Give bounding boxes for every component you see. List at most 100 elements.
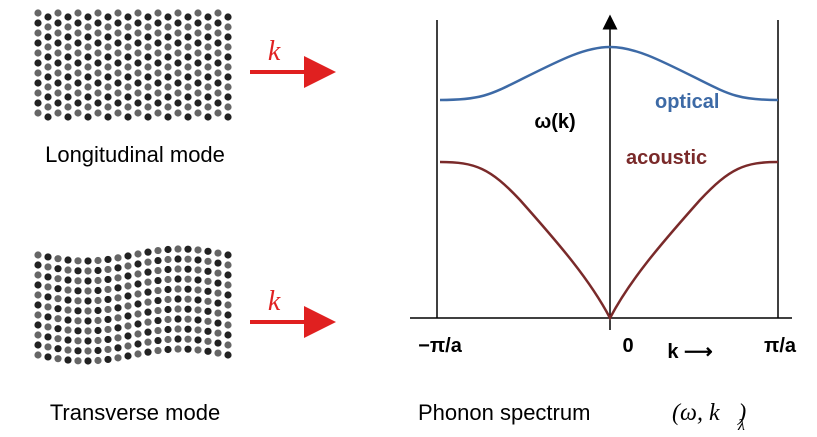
atom [64, 93, 72, 101]
optical-label: optical [655, 91, 719, 113]
atom [114, 264, 122, 272]
atom [184, 295, 192, 303]
spectrum-plot: ω(k) optical acoustic −π/a 0 π/a k ⟶ [410, 14, 797, 363]
atom [184, 43, 192, 51]
atom [104, 93, 112, 101]
atom [114, 344, 122, 352]
atom [34, 9, 42, 17]
atom [134, 9, 142, 17]
atom [34, 49, 42, 57]
atom [184, 113, 192, 121]
atom [214, 299, 222, 307]
atom [104, 73, 112, 81]
atom [84, 287, 92, 295]
atom [134, 350, 142, 358]
atom [164, 93, 172, 101]
atom [144, 63, 152, 71]
atom [74, 99, 82, 107]
atom [134, 109, 142, 117]
atom [114, 29, 122, 37]
atom [134, 19, 142, 27]
atom [64, 266, 72, 274]
atom [154, 336, 162, 345]
atom [34, 311, 42, 319]
atom [214, 9, 222, 17]
atom [34, 291, 42, 299]
atom [94, 346, 102, 355]
atom [34, 261, 42, 269]
atom [134, 39, 142, 47]
atom [74, 287, 82, 295]
atom [134, 290, 142, 298]
atom [214, 259, 222, 267]
atom [94, 256, 102, 265]
atom [204, 287, 212, 295]
atom [144, 318, 152, 326]
atom [144, 103, 152, 111]
atom [194, 49, 202, 57]
atom [64, 286, 72, 294]
atom [214, 39, 222, 47]
atom [94, 19, 102, 27]
atom [124, 83, 132, 91]
atom [214, 249, 222, 257]
atom [84, 347, 92, 355]
atom [184, 325, 192, 333]
atom [224, 301, 232, 309]
atom [34, 19, 42, 27]
atom [34, 29, 42, 37]
atom [224, 341, 232, 349]
atom [54, 9, 62, 17]
atom [134, 59, 142, 67]
atom [104, 265, 112, 274]
atom [224, 271, 232, 279]
atom [44, 313, 52, 321]
atom [174, 315, 182, 323]
atom [74, 89, 82, 97]
atom [34, 301, 42, 309]
atom [84, 327, 92, 335]
atom [54, 19, 62, 27]
atom [194, 256, 202, 264]
atom [164, 255, 172, 264]
atom [64, 306, 72, 314]
atom [54, 99, 62, 107]
atom [164, 33, 172, 41]
atom [34, 89, 42, 97]
atom [214, 289, 222, 297]
atom [94, 99, 102, 107]
atom [124, 322, 132, 330]
atom [104, 285, 112, 294]
atom [184, 33, 192, 41]
atom [104, 53, 112, 61]
atom [74, 267, 82, 275]
atom [204, 347, 212, 355]
atom [44, 323, 52, 331]
atom [94, 9, 102, 17]
atom [214, 89, 222, 97]
atom [174, 325, 182, 333]
atom [74, 59, 82, 67]
atom [54, 39, 62, 47]
atom [154, 79, 162, 87]
atom [114, 254, 122, 262]
atom [44, 303, 52, 311]
atom [114, 39, 122, 47]
atom [164, 63, 172, 71]
atom [144, 258, 152, 266]
atom [124, 272, 132, 280]
atom [84, 53, 92, 61]
atom [174, 79, 182, 87]
acoustic-branch [439, 160, 779, 321]
atom [34, 59, 42, 67]
atom [84, 297, 92, 305]
atom [194, 109, 202, 117]
atom [164, 285, 172, 294]
atom [34, 251, 42, 259]
atom [114, 79, 122, 87]
atom [34, 341, 42, 349]
atom [44, 253, 52, 261]
atom [64, 83, 72, 91]
atom [134, 250, 142, 258]
atom [54, 89, 62, 97]
